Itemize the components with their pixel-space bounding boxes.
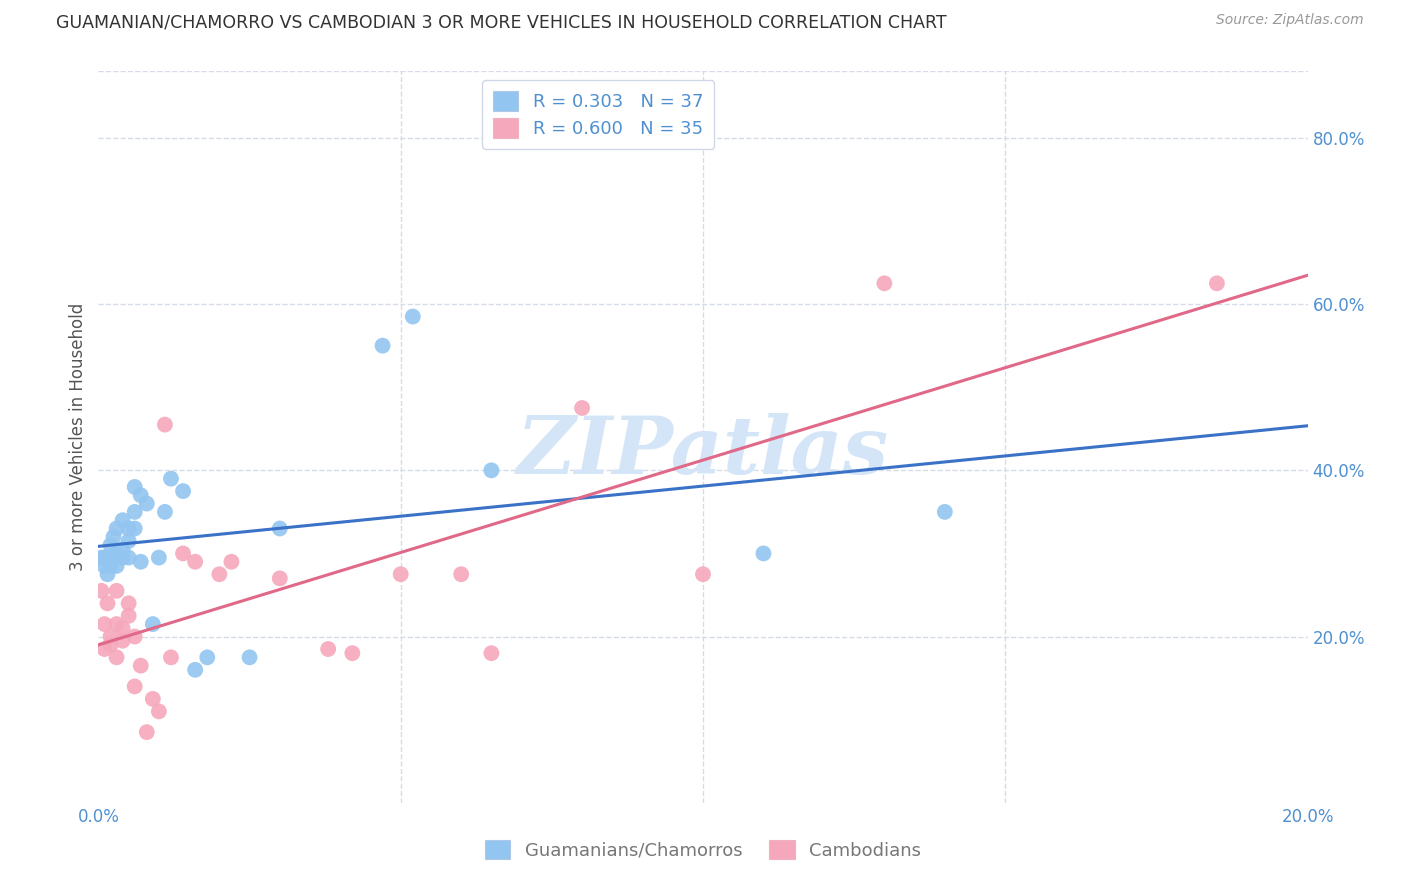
Point bbox=[184, 555, 207, 569]
Point bbox=[111, 633, 134, 648]
Point bbox=[103, 530, 125, 544]
Text: ZIPatlas: ZIPatlas bbox=[517, 413, 889, 491]
Point bbox=[118, 521, 141, 535]
Point bbox=[873, 277, 896, 291]
Point bbox=[96, 567, 118, 582]
Text: Source: ZipAtlas.com: Source: ZipAtlas.com bbox=[1216, 13, 1364, 28]
Point bbox=[692, 567, 714, 582]
Point bbox=[129, 658, 152, 673]
Point bbox=[129, 555, 152, 569]
Point bbox=[153, 505, 176, 519]
Point bbox=[124, 505, 146, 519]
Point bbox=[111, 513, 134, 527]
Point bbox=[105, 617, 128, 632]
Text: GUAMANIAN/CHAMORRO VS CAMBODIAN 3 OR MORE VEHICLES IN HOUSEHOLD CORRELATION CHAR: GUAMANIAN/CHAMORRO VS CAMBODIAN 3 OR MOR… bbox=[56, 13, 946, 31]
Point bbox=[316, 642, 339, 657]
Point bbox=[450, 567, 472, 582]
Point bbox=[93, 642, 115, 657]
Point bbox=[100, 558, 122, 573]
Point bbox=[160, 472, 183, 486]
Point bbox=[135, 497, 157, 511]
Point bbox=[342, 646, 364, 660]
Point bbox=[135, 725, 157, 739]
Point bbox=[100, 550, 122, 565]
Point bbox=[93, 550, 115, 565]
Point bbox=[172, 546, 194, 560]
Point bbox=[269, 571, 291, 585]
Point bbox=[118, 550, 141, 565]
Legend: Guamanians/Chamorros, Cambodians: Guamanians/Chamorros, Cambodians bbox=[478, 832, 928, 867]
Point bbox=[195, 650, 218, 665]
Point bbox=[105, 546, 128, 560]
Point bbox=[100, 638, 122, 652]
Point bbox=[389, 567, 412, 582]
Point bbox=[124, 630, 146, 644]
Point bbox=[93, 617, 115, 632]
Point bbox=[208, 567, 231, 582]
Y-axis label: 3 or more Vehicles in Household: 3 or more Vehicles in Household bbox=[69, 303, 87, 571]
Point bbox=[124, 521, 146, 535]
Point bbox=[172, 484, 194, 499]
Point bbox=[934, 505, 956, 519]
Point bbox=[105, 521, 128, 535]
Point bbox=[118, 608, 141, 623]
Point bbox=[160, 650, 183, 665]
Point bbox=[153, 417, 176, 432]
Point bbox=[129, 488, 152, 502]
Point bbox=[221, 555, 243, 569]
Point bbox=[148, 705, 170, 719]
Point bbox=[184, 663, 207, 677]
Point bbox=[118, 533, 141, 548]
Point bbox=[142, 692, 165, 706]
Point bbox=[239, 650, 262, 665]
Point bbox=[105, 583, 128, 598]
Point bbox=[105, 558, 128, 573]
Point bbox=[100, 630, 122, 644]
Point bbox=[111, 621, 134, 635]
Point bbox=[111, 550, 134, 565]
Point bbox=[124, 480, 146, 494]
Point bbox=[1206, 277, 1229, 291]
Point bbox=[402, 310, 425, 324]
Point bbox=[752, 546, 775, 560]
Point bbox=[481, 463, 503, 477]
Point bbox=[481, 646, 503, 660]
Point bbox=[105, 650, 128, 665]
Point bbox=[111, 542, 134, 557]
Point bbox=[90, 583, 112, 598]
Point bbox=[371, 338, 394, 352]
Point bbox=[148, 550, 170, 565]
Point bbox=[269, 521, 291, 535]
Point bbox=[93, 558, 115, 573]
Point bbox=[118, 596, 141, 610]
Point bbox=[96, 596, 118, 610]
Point bbox=[142, 617, 165, 632]
Point bbox=[571, 401, 593, 415]
Point bbox=[90, 550, 112, 565]
Point bbox=[100, 538, 122, 552]
Point bbox=[124, 680, 146, 694]
